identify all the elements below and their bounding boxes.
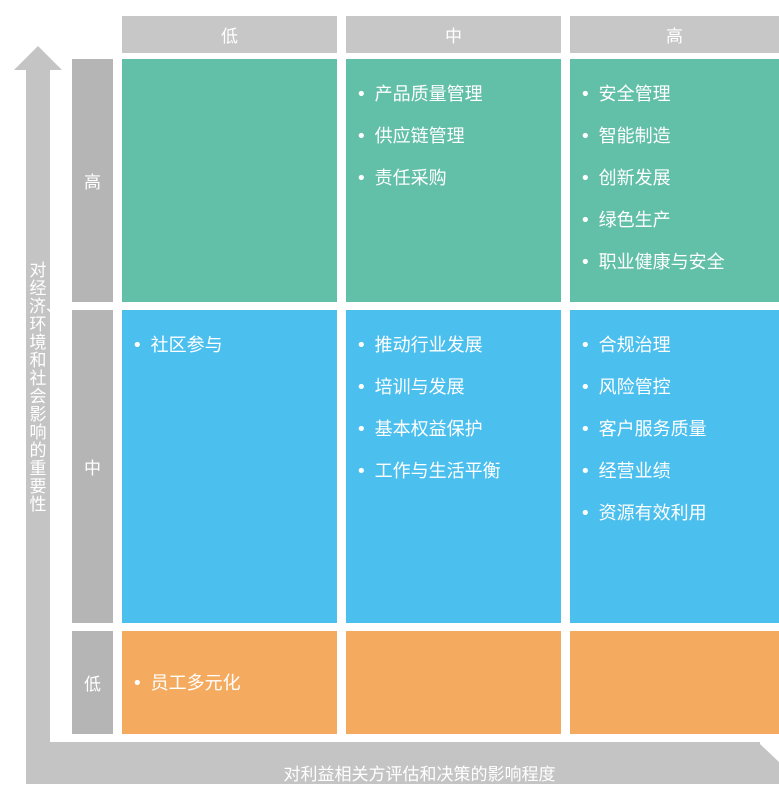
cell-high-low bbox=[122, 59, 337, 302]
issue-list: 安全管理 智能制造 创新发展 绿色生产 职业健康与安全 bbox=[580, 74, 779, 284]
column-header-mid: 中 bbox=[346, 16, 561, 53]
issue-list: 社区参与 bbox=[132, 325, 337, 367]
cell-low-mid bbox=[346, 631, 561, 734]
list-item: 基本权益保护 bbox=[356, 409, 561, 451]
cell-mid-low: 社区参与 bbox=[122, 310, 337, 623]
cell-high-high: 安全管理 智能制造 创新发展 绿色生产 职业健康与安全 bbox=[570, 59, 779, 302]
list-item: 风险管控 bbox=[580, 367, 779, 409]
row-label-high: 高 bbox=[72, 59, 113, 302]
list-item: 工作与生活平衡 bbox=[356, 451, 561, 493]
x-axis-label: 对利益相关方评估和决策的影响程度 bbox=[283, 764, 556, 785]
cell-mid-mid: 推动行业发展 培训与发展 基本权益保护 工作与生活平衡 bbox=[346, 310, 561, 623]
cell-high-mid: 产品质量管理 供应链管理 责任采购 bbox=[346, 59, 561, 302]
list-item: 安全管理 bbox=[580, 74, 779, 116]
issue-list: 产品质量管理 供应链管理 责任采购 bbox=[356, 74, 561, 200]
column-header-high: 高 bbox=[570, 16, 779, 53]
cell-low-low: 员工多元化 bbox=[122, 631, 337, 734]
row-label-low: 低 bbox=[72, 631, 113, 734]
issue-list: 员工多元化 bbox=[132, 663, 337, 705]
list-item: 客户服务质量 bbox=[580, 409, 779, 451]
list-item: 资源有效利用 bbox=[580, 493, 779, 535]
list-item: 培训与发展 bbox=[356, 367, 561, 409]
list-item: 绿色生产 bbox=[580, 200, 779, 242]
list-item: 推动行业发展 bbox=[356, 325, 561, 367]
list-item: 创新发展 bbox=[580, 158, 779, 200]
list-item: 供应链管理 bbox=[356, 116, 561, 158]
issue-list: 推动行业发展 培训与发展 基本权益保护 工作与生活平衡 bbox=[356, 325, 561, 493]
list-item: 员工多元化 bbox=[132, 663, 337, 705]
list-item: 经营业绩 bbox=[580, 451, 779, 493]
cell-low-high bbox=[570, 631, 779, 734]
y-axis-label: 对经济、环境和社会影响的重要性 bbox=[29, 261, 63, 515]
list-item: 职业健康与安全 bbox=[580, 242, 779, 284]
list-item: 责任采购 bbox=[356, 158, 561, 200]
issue-list: 合规治理 风险管控 客户服务质量 经营业绩 资源有效利用 bbox=[580, 325, 779, 535]
cell-mid-high: 合规治理 风险管控 客户服务质量 经营业绩 资源有效利用 bbox=[570, 310, 779, 623]
y-axis-arrow bbox=[14, 46, 62, 742]
list-item: 智能制造 bbox=[580, 116, 779, 158]
row-label-mid: 中 bbox=[72, 310, 113, 623]
list-item: 产品质量管理 bbox=[356, 74, 561, 116]
list-item: 合规治理 bbox=[580, 325, 779, 367]
x-axis-arrow bbox=[26, 742, 779, 784]
column-header-low: 低 bbox=[122, 16, 337, 53]
list-item: 社区参与 bbox=[132, 325, 337, 367]
